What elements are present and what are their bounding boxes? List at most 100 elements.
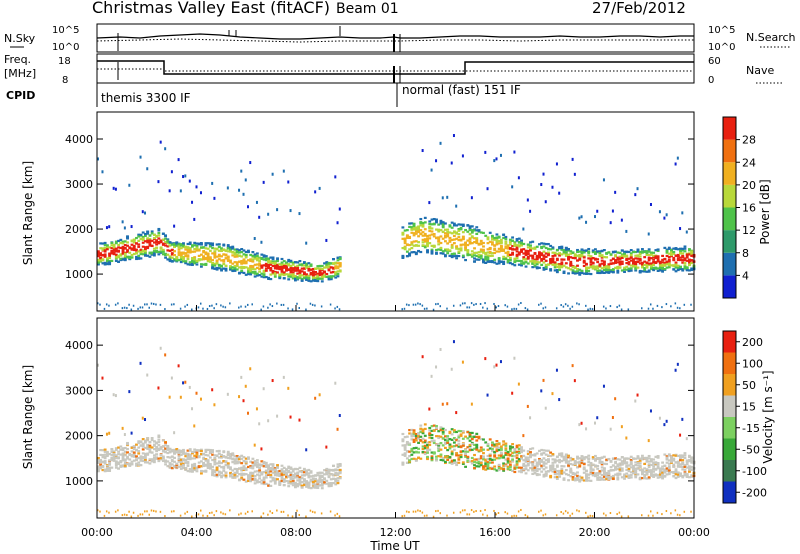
velocity-cell [585,456,588,459]
power-cell [282,265,286,268]
power-cell [195,246,199,249]
power-cell [461,236,465,239]
velocity-cell [531,469,535,472]
power-cell [249,269,253,272]
velocity-cell [497,463,501,467]
power-cell [289,209,292,213]
velocity-cell [123,513,126,516]
velocity-cell [506,450,510,454]
frequency-panel: Freq. [MHz] 18 8 60 0 Nave [4,53,782,86]
power-cell [524,261,528,264]
velocity-cell [544,462,548,465]
power-cell [484,255,488,258]
velocity-cell [255,470,259,473]
velocity-cell [585,477,588,480]
power-cell [119,246,123,250]
power-cell [101,258,105,261]
power-cell [334,272,338,275]
velocity-cell [170,466,174,470]
velocity-cell [271,468,275,471]
power-cell [544,252,548,255]
velocity-cell [535,472,539,476]
velocity-cell [334,468,338,471]
power-cell [410,228,414,231]
power-cell [139,237,143,240]
velocity-cell [213,461,217,464]
velocity-cell [515,456,519,460]
power-cell [126,256,129,259]
power-cell [457,236,461,239]
velocity-cell [152,509,155,512]
velocity-cell [468,447,472,450]
power-cell [289,260,293,264]
velocity-cell [437,436,441,440]
velocity-cell [535,452,539,455]
power-cell [658,269,662,272]
power-cell [206,260,210,263]
velocity-cell [204,453,208,457]
velocity-cell [538,460,541,463]
velocity-cell [596,464,600,468]
power-cell [452,255,456,258]
velocity-cell [426,455,429,459]
velocity-cell [452,459,456,462]
power-cell [305,273,309,276]
power-cell [580,269,584,272]
ytick-label: 1000 [65,268,93,281]
velocity-cell [307,484,311,487]
power-cell [670,252,673,255]
velocity-cell [222,450,226,454]
power-cell [457,251,461,254]
power-cell [464,258,467,262]
power-cell [475,303,477,306]
velocity-cell [493,365,496,369]
power-cell [184,254,188,258]
power-cell [414,232,418,235]
power-cell [452,234,456,238]
power-cell [567,249,570,252]
velocity-cell [132,452,136,455]
velocity-cell [475,432,479,435]
power-cell [123,257,127,261]
velocity-cell [193,467,197,470]
power-cell [448,249,452,252]
velocity-cell [455,430,459,434]
velocity-cell [117,461,120,464]
power-cell [186,242,190,246]
power-cell [191,260,194,264]
velocity-cell [522,434,525,438]
power-cell [244,305,247,308]
power-cell [260,240,263,244]
power-cell [517,241,521,244]
power-cell [408,304,410,307]
power-cell [533,247,537,250]
power-cell [486,242,490,245]
velocity-cell [240,466,244,469]
power-cell [249,267,253,271]
velocity-cell [491,467,494,470]
power-cell [99,252,103,255]
power-cell [103,246,107,250]
power-cell [602,271,606,274]
power-cell [282,271,286,274]
velocity-cell [166,455,170,459]
power-cell [676,248,680,251]
velocity-cell [130,446,134,449]
velocity-cell [526,450,530,453]
power-cell [271,260,275,263]
velocity-cell [598,478,602,481]
power-cell [199,243,203,246]
velocity-cell [213,459,217,462]
power-cell [540,259,544,262]
velocity-cell [155,445,159,449]
velocity-cell [336,463,340,466]
power-cell [683,265,687,268]
velocity-cell [323,469,326,472]
power-cell [99,303,101,306]
velocity-cell [499,452,503,455]
power-cell [255,266,259,269]
power-cell [522,261,526,264]
velocity-cell [287,386,290,390]
velocity-cell [320,480,324,483]
